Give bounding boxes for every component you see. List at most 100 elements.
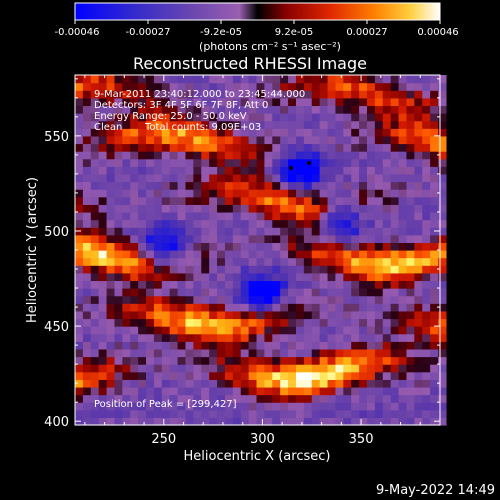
heatmap-cell xyxy=(169,386,179,396)
heatmap-cell xyxy=(422,181,431,190)
heatmap-cell xyxy=(114,90,123,99)
heatmap-cell xyxy=(382,356,392,365)
heatmap-cell xyxy=(303,227,313,236)
heatmap-cell xyxy=(367,310,376,320)
heatmap-cell xyxy=(217,394,226,403)
heatmap-cell xyxy=(264,166,273,175)
heatmap-cell xyxy=(193,364,202,373)
heatmap-cell xyxy=(224,128,234,137)
heatmap-cell xyxy=(295,265,305,274)
heatmap-cell xyxy=(367,265,376,274)
heatmap-cell xyxy=(414,242,423,251)
heatmap-cell xyxy=(106,113,116,122)
heatmap-cell xyxy=(398,113,408,122)
peak-marker xyxy=(289,166,293,170)
heatmap-cell xyxy=(114,356,123,365)
heatmap-cell xyxy=(374,348,384,358)
heatmap-cell xyxy=(359,402,368,411)
heatmap-cell xyxy=(169,295,179,304)
heatmap-cell xyxy=(272,257,281,266)
heatmap-cell xyxy=(217,371,226,380)
heatmap-cell xyxy=(335,173,344,183)
heatmap-cell xyxy=(303,417,313,426)
y-tick-label: 400 xyxy=(44,415,69,430)
heatmap-cell xyxy=(90,295,100,304)
heatmap-cell xyxy=(390,265,400,274)
heatmap-cell xyxy=(161,303,171,312)
heatmap-cell xyxy=(430,371,439,380)
heatmap-cell xyxy=(256,97,266,107)
heatmap-cell xyxy=(430,204,439,213)
heatmap-cell xyxy=(351,318,360,327)
heatmap-cell xyxy=(280,90,289,99)
heatmap-cell xyxy=(106,97,116,107)
heatmap-cell xyxy=(90,219,100,228)
heatmap-cell xyxy=(106,402,116,411)
heatmap-cell xyxy=(224,166,234,175)
heatmap-cell xyxy=(130,75,139,84)
heatmap-cell xyxy=(224,402,234,411)
heatmap-cell xyxy=(138,113,147,122)
heatmap-cell xyxy=(177,394,187,403)
heatmap-cell xyxy=(438,128,447,137)
heatmap-cell xyxy=(327,120,337,129)
heatmap-cell xyxy=(288,90,297,99)
heatmap-cell xyxy=(138,303,147,312)
heatmap-cell xyxy=(232,242,242,251)
heatmap-cell xyxy=(406,75,415,84)
heatmap-cell xyxy=(390,120,400,129)
heatmap-cell xyxy=(374,295,384,304)
heatmap-cell xyxy=(232,113,242,122)
heatmap-cell xyxy=(193,227,202,236)
heatmap-cell xyxy=(240,166,250,175)
heatmap-cell xyxy=(146,75,155,84)
heatmap-cell xyxy=(367,113,376,122)
heatmap-cell xyxy=(398,356,408,365)
heatmap-cell xyxy=(280,234,289,243)
heatmap-cell xyxy=(185,204,194,213)
heatmap-cell xyxy=(130,326,139,335)
heatmap-cell xyxy=(272,120,281,129)
heatmap-cell xyxy=(177,326,187,335)
heatmap-cell xyxy=(256,402,266,411)
heatmap-cell xyxy=(438,371,447,380)
heatmap-cell xyxy=(209,113,218,122)
heatmap-cell xyxy=(209,181,218,190)
heatmap-cell xyxy=(106,364,116,373)
heatmap-cell xyxy=(398,158,408,167)
heatmap-cell xyxy=(414,250,423,259)
heatmap-cell xyxy=(185,310,194,320)
heatmap-cell xyxy=(130,166,139,175)
heatmap-cell xyxy=(319,295,329,304)
heatmap-cell xyxy=(177,120,187,129)
heatmap-cell xyxy=(327,189,337,198)
heatmap-cell xyxy=(146,288,155,297)
heatmap-cell xyxy=(193,348,202,358)
heatmap-cell xyxy=(177,128,187,137)
heatmap-cell xyxy=(106,181,116,190)
heatmap-cell xyxy=(90,234,100,243)
heatmap-cell xyxy=(303,295,313,304)
heatmap-cell xyxy=(256,128,266,137)
heatmap-cell xyxy=(406,97,415,107)
heatmap-cell xyxy=(153,113,163,122)
heatmap-cell xyxy=(169,371,179,380)
heatmap-cell xyxy=(288,333,297,342)
heatmap-cell xyxy=(130,189,139,198)
heatmap-cell xyxy=(98,75,108,84)
heatmap-cell xyxy=(193,402,202,411)
heatmap-cell xyxy=(248,189,258,198)
heatmap-cell xyxy=(122,303,131,312)
heatmap-cell xyxy=(209,379,218,388)
heatmap-cell xyxy=(248,265,258,274)
heatmap-cell xyxy=(319,280,329,289)
y-tick-label: 450 xyxy=(44,320,69,335)
heatmap-cell xyxy=(82,341,92,350)
heatmap-cell xyxy=(343,386,352,396)
heatmap-cell xyxy=(280,371,289,380)
heatmap-cell xyxy=(177,90,187,99)
heatmap-cell xyxy=(122,151,131,160)
heatmap-cell xyxy=(153,143,163,152)
heatmap-cell xyxy=(390,97,400,107)
heatmap-cell xyxy=(359,280,368,289)
